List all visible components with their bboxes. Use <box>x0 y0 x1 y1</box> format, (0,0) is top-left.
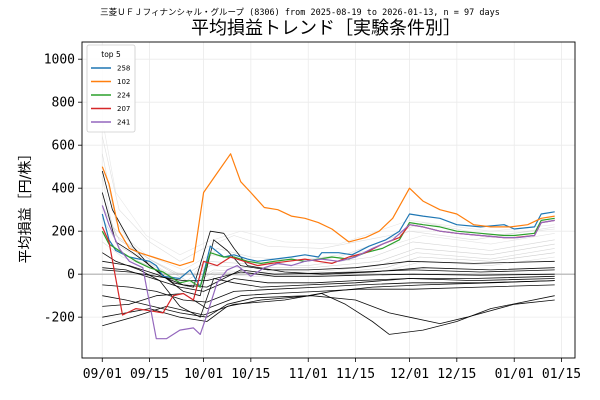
chart-subtitle: 三菱ＵＦＪフィナンシャル・グループ (8306) from 2025-08-19… <box>100 7 500 18</box>
background-line-black <box>102 269 555 281</box>
x-tick-label: 09/15 <box>130 367 169 382</box>
background-line-black <box>102 267 555 292</box>
legend-label-258: 258 <box>117 65 130 73</box>
y-tick-label: 600 <box>52 139 75 154</box>
y-tick-label: -200 <box>44 311 75 326</box>
x-tick-label: 10/15 <box>231 367 270 382</box>
top-series-lines <box>101 153 555 340</box>
y-axis-label: 平均損益［円/株］ <box>18 147 34 264</box>
x-tick-label: 11/15 <box>336 367 375 382</box>
y-tick-label: 400 <box>52 182 75 197</box>
x-tick-label: 01/15 <box>542 367 581 382</box>
series-line-241 <box>101 205 555 340</box>
x-tick-label: 11/01 <box>289 367 328 382</box>
background-line-black <box>102 293 555 335</box>
background-line-black <box>102 295 555 324</box>
legend-label-241: 241 <box>117 119 130 127</box>
x-tick-label: 01/01 <box>495 367 534 382</box>
background-line-black <box>102 280 555 318</box>
y-tick-label: 800 <box>52 96 75 111</box>
legend-label-224: 224 <box>117 92 131 100</box>
plot-frame <box>81 41 576 359</box>
y-tick-label: 1000 <box>44 53 75 68</box>
legend-title: top 5 <box>101 50 121 59</box>
background-line-black <box>102 280 555 303</box>
legend-label-207: 207 <box>117 105 130 113</box>
x-tick-label: 09/01 <box>83 367 122 382</box>
y-tick-label: 200 <box>52 225 75 240</box>
series-line-102 <box>101 153 555 267</box>
chart-title: 平均損益トレンド［実験条件別］ <box>191 18 461 39</box>
y-tick-label: 0 <box>67 268 75 283</box>
legend: top 5 258 102 224 207 241 <box>86 44 136 133</box>
background-line-black <box>101 170 555 297</box>
x-tick-label: 12/15 <box>437 367 476 382</box>
background-line-gray <box>102 192 555 277</box>
grid <box>82 42 575 358</box>
axes: -200 0 200 400 600 800 1000 09/01 09/15 10/01 10/1… <box>44 41 581 382</box>
background-line-gray <box>102 205 555 281</box>
x-tick-label: 10/01 <box>184 367 223 382</box>
x-tick-label: 12/01 <box>390 367 429 382</box>
background-line-gray <box>102 136 555 262</box>
background-line-gray <box>102 177 555 271</box>
legend-label-102: 102 <box>117 78 130 86</box>
background-line-gray <box>102 119 555 256</box>
background-lines-black <box>101 170 555 335</box>
legend-frame <box>86 44 136 133</box>
background-line-black <box>102 284 555 309</box>
series-line-258 <box>101 211 555 288</box>
